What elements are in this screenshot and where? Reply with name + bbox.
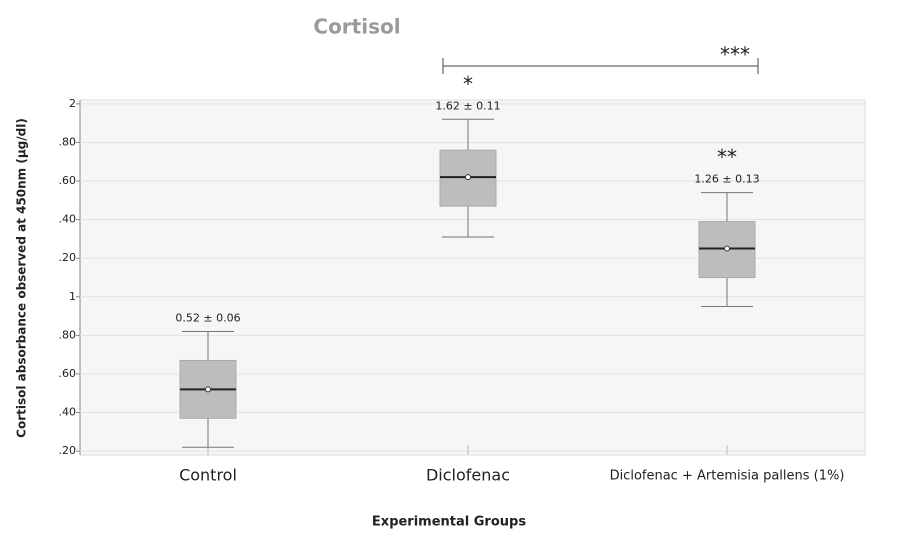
- y-tick-label: .40: [59, 213, 77, 226]
- y-tick-label: .80: [59, 135, 77, 148]
- y-tick-label: .40: [59, 406, 77, 419]
- x-tick-label: Control: [179, 466, 237, 485]
- significance: **: [717, 145, 737, 169]
- mean: [465, 174, 471, 181]
- bracket-label: ***: [720, 43, 750, 67]
- mean: [724, 245, 730, 252]
- x-tick-label: Diclofenac: [426, 466, 510, 485]
- y-axis-label: Cortisol absorbance observed at 450nm (µ…: [15, 118, 29, 438]
- y-tick-label: .80: [59, 328, 77, 341]
- y-tick-label: .20: [59, 444, 77, 457]
- value-label: 1.62 ± 0.11: [435, 99, 500, 112]
- mean: [205, 386, 211, 393]
- y-tick-label: 2: [69, 97, 76, 110]
- value-label: 1.26 ± 0.13: [694, 173, 759, 186]
- y-tick-label: .60: [59, 367, 77, 380]
- chart-title: Cortisol: [313, 15, 400, 39]
- significance: *: [463, 72, 473, 96]
- y-tick-label: .20: [59, 251, 77, 264]
- value-label: 0.52 ± 0.06: [175, 312, 240, 325]
- y-tick-label: .60: [59, 174, 77, 187]
- x-tick-label: Diclofenac + Artemisia pallens (1%): [610, 469, 845, 484]
- x-axis-label: Experimental Groups: [372, 515, 526, 530]
- y-tick-label: 1: [69, 290, 76, 303]
